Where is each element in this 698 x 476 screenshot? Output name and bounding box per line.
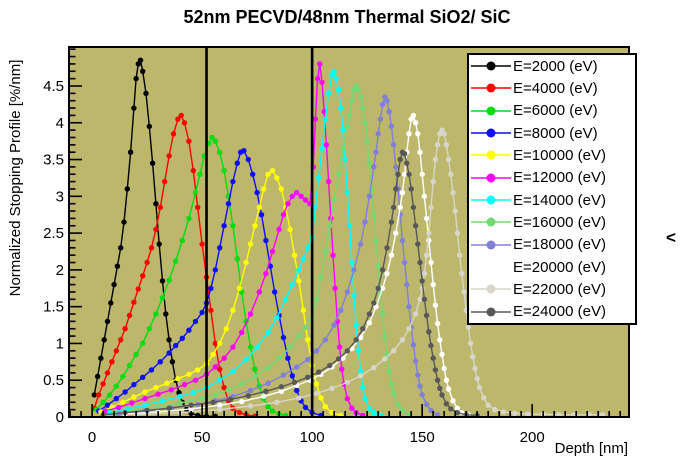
series-E=6000 xyxy=(93,134,289,417)
legend-marker-icon xyxy=(471,262,511,272)
layer-boundary-lines xyxy=(205,47,314,417)
legend-label: E=2000 (eV) xyxy=(513,57,598,75)
x-tick-label-50: 50 xyxy=(194,429,211,446)
y-tick-label-1: 1 xyxy=(56,335,64,352)
legend-entry-E=24000: E=24000 (eV) xyxy=(469,301,635,323)
legend-label: E=14000 (eV) xyxy=(513,191,606,209)
series-E=4000 xyxy=(91,112,258,417)
legend-label: E=4000 (eV) xyxy=(513,79,598,97)
legend-label: E=24000 (eV) xyxy=(513,303,606,321)
legend-entry-E=20000: E=20000 (eV) xyxy=(469,256,635,278)
legend-label: E=8000 (eV) xyxy=(513,124,598,142)
legend-label: E=6000 (eV) xyxy=(513,102,598,120)
legend-marker-icon xyxy=(471,61,511,71)
series-E=22000 xyxy=(133,127,606,417)
x-tick-label-200: 200 xyxy=(520,429,545,446)
y-tick-label-3.5: 3.5 xyxy=(43,152,64,169)
legend-marker-icon xyxy=(471,150,511,160)
legend-label: E=22000 (eV) xyxy=(513,280,606,298)
legend-entry-E=22000: E=22000 (eV) xyxy=(469,278,635,300)
legend-entry-E=2000: E=2000 (eV) xyxy=(469,55,635,77)
legend-label: E=18000 (eV) xyxy=(513,236,606,254)
legend-marker-icon xyxy=(471,173,511,183)
series-layer xyxy=(91,57,606,417)
legend-entry-E=4000: E=4000 (eV) xyxy=(469,77,635,99)
legend-marker-icon xyxy=(471,307,511,317)
legend-label: E=10000 (eV) xyxy=(513,146,606,164)
legend-entry-E=12000: E=12000 (eV) xyxy=(469,167,635,189)
series-E=14000 xyxy=(107,68,384,417)
legend-label: E=16000 (eV) xyxy=(513,213,606,231)
legend-marker-icon xyxy=(471,195,511,205)
legend-marker-icon xyxy=(471,106,511,116)
legend-marker-icon xyxy=(471,83,511,93)
legend-entry-E=18000: E=18000 (eV) xyxy=(469,234,635,256)
x-tick-label-150: 150 xyxy=(410,429,435,446)
legend-marker-icon xyxy=(471,217,511,227)
x-axis-title: Depth [nm] xyxy=(555,440,628,457)
y-tick-label-1.5: 1.5 xyxy=(43,299,64,316)
stray-less-than-char: < xyxy=(666,228,676,247)
y-tick-label-4: 4 xyxy=(56,115,64,132)
legend-box: E=2000 (eV) E=4000 (eV) E=6000 (eV) E=8000 … xyxy=(467,53,637,325)
series-E=10000 xyxy=(98,167,344,417)
legend-label: E=20000 (eV) xyxy=(513,258,606,276)
y-tick-label-2: 2 xyxy=(56,262,64,279)
legend-marker-icon xyxy=(471,240,511,250)
y-tick-label-0.5: 0.5 xyxy=(43,372,64,389)
legend-label: E=12000 (eV) xyxy=(513,169,606,187)
legend-entry-E=8000: E=8000 (eV) xyxy=(469,122,635,144)
axis-tick-labels: 0 50 100 150 200 0 0.5 1 1.5 2 2.5 3 3.5 4 4.5 xyxy=(43,78,545,446)
legend-entry-E=10000: E=10000 (eV) xyxy=(469,144,635,166)
series-E=8000 xyxy=(96,148,324,417)
y-axis-title: Normalized Stopping Profile [%/nm] xyxy=(7,60,24,297)
legend-entry-E=14000: E=14000 (eV) xyxy=(469,189,635,211)
legend-entry-E=6000: E=6000 (eV) xyxy=(469,100,635,122)
series-E=24000 xyxy=(100,149,480,417)
legend-marker-icon xyxy=(471,128,511,138)
series-E=16000 xyxy=(111,83,412,417)
chart-title: 52nm PECVD/48nm Thermal SiO2/ SiC xyxy=(183,7,510,27)
y-tick-label-2.5: 2.5 xyxy=(43,225,64,242)
y-tick-label-0: 0 xyxy=(56,409,64,426)
y-tick-label-3: 3 xyxy=(56,188,64,205)
x-tick-label-100: 100 xyxy=(300,429,325,446)
y-tick-label-4.5: 4.5 xyxy=(43,78,64,95)
x-tick-label-0: 0 xyxy=(88,429,96,446)
legend-entry-E=16000: E=16000 (eV) xyxy=(469,211,635,233)
legend-marker-icon xyxy=(471,284,511,294)
